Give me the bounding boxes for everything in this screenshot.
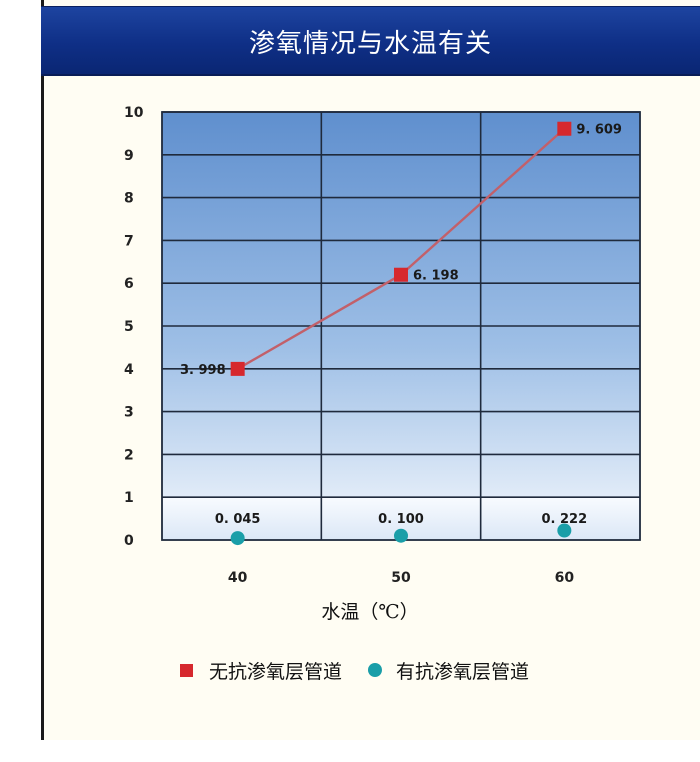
- data-point-square: [394, 267, 408, 282]
- legend-label-no-barrier: 无抗渗氧层管道: [209, 660, 343, 683]
- y-tick-label: 4: [124, 362, 134, 378]
- legend-square-swatch: [180, 663, 193, 677]
- y-tick-label: 3: [124, 405, 134, 421]
- legend-circle-swatch: [368, 663, 383, 677]
- y-tick-label: 2: [124, 447, 134, 463]
- data-point-circle: [230, 531, 245, 546]
- y-tick-label: 7: [124, 233, 134, 249]
- data-label-no-barrier: 6. 198: [413, 269, 459, 284]
- data-label-with-barrier: 0. 045: [215, 512, 261, 527]
- legend-item-no-barrier: 无抗渗氧层管道: [180, 657, 342, 684]
- legend: 无抗渗氧层管道 有抗渗氧层管道: [180, 655, 555, 685]
- y-tick-label: 6: [124, 276, 134, 292]
- y-tick-label: 1: [124, 490, 134, 506]
- x-tick-label: 50: [391, 570, 411, 586]
- y-tick-label: 9: [124, 148, 134, 164]
- x-tick-label: 40: [228, 570, 248, 586]
- data-label-no-barrier: 3. 998: [180, 363, 226, 378]
- x-axis-label: 水温（℃）: [321, 601, 419, 623]
- data-point-square: [230, 361, 245, 376]
- y-tick-label: 5: [124, 319, 134, 335]
- chart-title: 渗氧情况与水温有关: [248, 29, 492, 59]
- y-tick-label: 0: [124, 533, 134, 549]
- title-bar: 渗氧情况与水温有关: [41, 6, 700, 76]
- data-point-circle: [394, 528, 408, 543]
- data-label-no-barrier: 9. 609: [576, 123, 622, 138]
- data-point-circle: [557, 523, 572, 538]
- data-label-with-barrier: 0. 222: [542, 512, 588, 527]
- x-tick-label: 60: [555, 570, 575, 586]
- legend-label-with-barrier: 有抗渗氧层管道: [396, 660, 530, 683]
- data-label-with-barrier: 0. 100: [378, 512, 424, 527]
- y-tick-label: 8: [124, 191, 134, 207]
- legend-item-with-barrier: 有抗渗氧层管道: [368, 657, 529, 684]
- y-tick-label: 10: [124, 105, 144, 121]
- data-point-square: [557, 121, 572, 136]
